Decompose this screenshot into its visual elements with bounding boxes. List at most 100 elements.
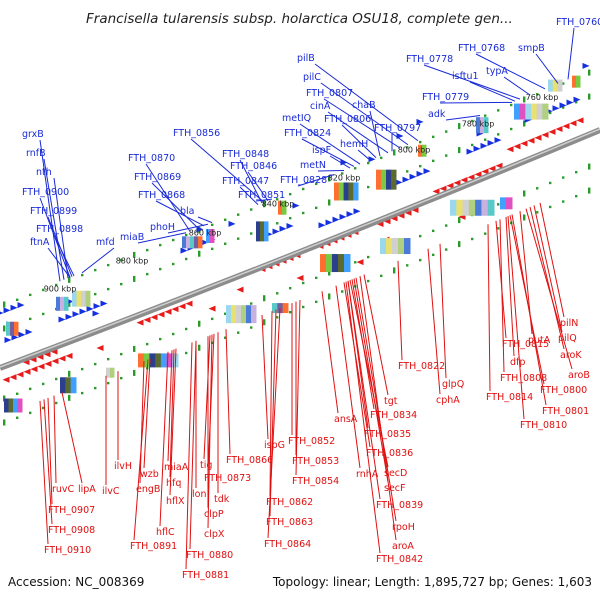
gene-label[interactable]: cphA [436,395,460,406]
gene-label[interactable]: FTH_0779 [422,92,469,103]
gene-label[interactable]: hflC [156,527,175,538]
gene-label[interactable]: rnfB [26,148,46,159]
tick-mark [354,261,357,264]
gene-label[interactable]: FTH_0824 [284,128,331,139]
gene-label[interactable]: hemH [340,139,368,150]
gene-label[interactable]: FTH_0900 [22,187,69,198]
gene-label[interactable]: metIQ [282,113,311,124]
gene-label[interactable]: aroA [392,541,414,552]
gene-label[interactable]: FTH_0868 [138,190,185,201]
gene-label[interactable]: FTH_0910 [44,545,91,556]
gene-label[interactable]: adk [428,109,446,120]
gene-label[interactable]: rpoH [392,522,415,533]
gene-label[interactable]: ilvC [102,486,120,497]
gene-label[interactable]: cinA [310,101,331,112]
gene-label[interactable]: FTH_0847 [222,176,269,187]
gene-label[interactable]: FTH_0768 [458,43,505,54]
gene-label[interactable]: FTH_0863 [266,517,313,528]
gene-label[interactable]: FTH_0899 [30,206,77,217]
gene-label[interactable]: dfp [510,357,525,368]
gene-label[interactable]: grxB [22,129,44,140]
gene-label[interactable]: FTH_0864 [264,539,311,550]
gene-label[interactable]: FTH_0808 [500,373,547,384]
gene-label[interactable]: FTH_0810 [520,420,567,431]
gene-label[interactable]: FTH_0839 [376,500,423,511]
gene-label[interactable]: FTH_0815 [502,339,549,350]
gene-label[interactable]: FTH_0797 [374,123,421,134]
gene-label[interactable]: ruvC [52,484,75,495]
gene-label[interactable]: miaA [164,462,189,473]
gene-label[interactable]: pilC [303,72,321,83]
gene-label[interactable]: aroB [568,370,590,381]
gene-label[interactable]: ansA [334,414,358,425]
gene-label[interactable]: FTH_0869 [134,172,181,183]
gene-label[interactable]: chaB [352,100,376,111]
gene-label[interactable]: hflX [166,496,185,507]
gene-label[interactable]: FTH_0828 [280,175,327,186]
gene-label[interactable]: FTH_0891 [130,541,177,552]
gene-label[interactable]: glpQ [442,379,464,390]
gene-label[interactable]: FTH_0898 [36,224,83,235]
gene-label[interactable]: tdk [214,494,230,505]
gene-label[interactable]: bla [180,206,195,217]
gene-label[interactable]: FTH_0778 [406,54,453,65]
gene-label[interactable]: FTH_0851 [238,190,285,201]
gene-label[interactable]: FTH_0853 [292,456,339,467]
gene-label[interactable]: FTH_0908 [48,525,95,536]
gene-label[interactable]: FTH_0881 [182,570,229,581]
gene-label[interactable]: lipA [78,484,96,495]
gene-label[interactable]: FTH_0862 [266,497,313,508]
gene-label[interactable]: rnhA [356,469,379,480]
gene-label[interactable]: FTH_0852 [288,436,335,447]
gene-label[interactable]: tig [200,460,212,471]
gene-label[interactable]: FTH_0822 [398,361,445,372]
gene-label[interactable]: typA [486,66,508,77]
gene-label[interactable]: FTH_0866 [226,455,273,466]
gene-label[interactable]: miaB [120,232,144,243]
gene-label[interactable]: hfq [166,478,181,489]
gene-label[interactable]: FTH_0835 [364,429,411,440]
gene-label[interactable]: phoH [150,222,175,233]
gene-label[interactable]: putA [528,335,551,346]
gene-label[interactable]: FTH_0848 [222,149,269,160]
gene-label[interactable]: FTH_0846 [230,161,277,172]
gene-label[interactable]: mfd [96,237,115,248]
gene-label[interactable]: pilN [560,318,578,329]
gene-label[interactable]: aroK [560,350,582,361]
gene-label[interactable]: FTH_0870 [128,153,175,164]
gene-label[interactable]: FTH_0807 [306,88,353,99]
gene-label[interactable]: smpB [518,43,545,54]
gene-label[interactable]: FTH_0873 [204,473,251,484]
gene-label[interactable]: FTH_0760 [556,17,600,28]
gene-label[interactable]: ilvH [114,461,132,472]
gene-label[interactable]: ftnA [30,237,50,248]
gene-label[interactable]: metN [300,160,326,171]
gene-label[interactable]: lon [192,489,206,500]
gene-label[interactable]: nth [36,167,52,178]
gene-label[interactable]: ispG [264,440,285,451]
gene-label[interactable]: secD [384,468,407,479]
gene-label[interactable]: isftu1 [452,71,479,82]
tick-mark [445,248,448,251]
gene-label[interactable]: FTH_0836 [366,448,413,459]
gene-label[interactable]: FTH_0907 [48,505,95,516]
gene-label[interactable]: ispF [312,145,331,156]
gene-label[interactable]: FTH_0842 [376,554,423,565]
gene-label[interactable]: tgt [384,396,398,407]
gene-label[interactable]: FTH_0856 [173,128,220,139]
gene-label[interactable]: pilQ [558,333,577,344]
gene-label[interactable]: FTH_0880 [186,550,233,561]
gene-label[interactable]: FTH_0814 [486,392,533,403]
gene-label[interactable]: FTH_0801 [542,406,589,417]
gene-label[interactable]: wzb [140,469,159,480]
gene-label[interactable]: clpX [204,529,225,540]
gene-label[interactable]: clpP [204,509,224,520]
gene-label[interactable]: FTH_0854 [292,476,339,487]
gene-label[interactable]: FTH_0806 [324,114,371,125]
gene-label[interactable]: engB [136,484,160,495]
gene-label[interactable]: secF [384,483,405,494]
label-leader-line [357,149,371,161]
gene-label[interactable]: pilB [297,53,315,64]
gene-label[interactable]: FTH_0834 [370,410,417,421]
gene-label[interactable]: FTH_0800 [540,385,587,396]
